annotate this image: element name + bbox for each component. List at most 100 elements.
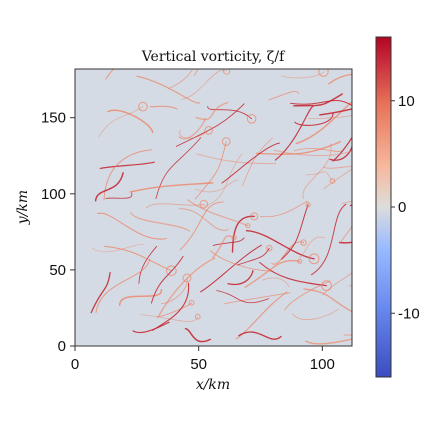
vorticity-filament — [209, 250, 274, 272]
vortex-core — [361, 241, 369, 249]
vorticity-filament — [178, 208, 229, 231]
vorticity-filament — [132, 321, 170, 334]
vorticity-filament — [150, 255, 184, 304]
vorticity-filament — [235, 291, 288, 340]
vorticity-filament — [238, 331, 282, 340]
x-axis-ticks: 0 50 100 — [71, 346, 335, 373]
y-tick-label: 0 — [58, 338, 66, 355]
vorticity-filament — [341, 200, 352, 205]
vorticity-filament — [339, 225, 352, 244]
vorticity-filament — [323, 165, 352, 169]
vorticity-filament — [194, 141, 227, 200]
colorbar-tick-label: -10 — [398, 305, 420, 322]
colorbar-tick-label: 10 — [398, 93, 415, 110]
vorticity-filament — [91, 243, 144, 253]
vorticity-filament — [293, 147, 342, 152]
vorticity-filament — [104, 245, 172, 272]
x-tick-label: 0 — [71, 356, 79, 373]
vorticity-filament — [299, 236, 325, 258]
vorticity-filament — [319, 108, 352, 116]
vortex-core — [199, 199, 209, 209]
vortex-core — [318, 69, 329, 77]
vorticity-filament — [323, 168, 352, 190]
vorticity-filament — [311, 203, 347, 276]
vortex-core — [246, 114, 257, 124]
vorticity-filament — [338, 241, 352, 244]
colorbar — [375, 36, 392, 378]
vorticity-filament — [129, 182, 214, 193]
vortex-core — [300, 239, 307, 246]
colorbar-tick-label: 0 — [398, 199, 406, 216]
vortex-core — [245, 223, 251, 229]
vorticity-filament — [105, 192, 133, 199]
colorbar-ticks: 10 0 -10 — [391, 93, 420, 322]
vortex-core — [353, 105, 358, 110]
vortex-core — [221, 137, 231, 146]
vortex-core — [194, 313, 201, 320]
vorticity-filament — [175, 103, 245, 147]
vorticity-filament — [281, 71, 324, 79]
vorticity-filament — [178, 117, 207, 140]
vorticity-filament — [149, 105, 178, 110]
vorticity-filament — [130, 212, 191, 232]
y-axis-ticks: 0 50 100 150 — [41, 110, 75, 355]
vorticity-filament — [307, 115, 352, 120]
vorticity-filament — [262, 277, 290, 288]
vorticity-filament — [90, 271, 111, 314]
vorticity-filament — [259, 261, 328, 287]
vorticity-filament — [184, 327, 211, 343]
vortex-core — [356, 96, 361, 101]
y-axis-label: y/km — [15, 190, 31, 225]
y-tick-label: 50 — [49, 262, 66, 279]
vortex-core — [182, 273, 192, 283]
vorticity-filament — [244, 259, 301, 288]
vortex-core — [308, 253, 320, 265]
x-tick-label: 50 — [190, 356, 207, 373]
vorticity-filament — [332, 136, 352, 162]
vorticity-filament — [242, 137, 273, 187]
vorticity-filament — [98, 106, 144, 138]
vortex-core — [321, 280, 332, 292]
chart-title: Vertical vorticity, ζ/f — [141, 49, 286, 65]
vorticity-filament — [212, 235, 235, 259]
vorticity-filament — [99, 161, 155, 169]
vorticity-filament — [260, 200, 308, 218]
vorticity-filament — [271, 241, 305, 265]
x-tick-label: 100 — [310, 356, 335, 373]
vortex-core — [357, 162, 367, 172]
vorticity-filament — [97, 212, 167, 240]
vorticity-filament — [305, 338, 352, 345]
vortex-core — [367, 330, 375, 338]
vorticity-filament — [295, 101, 352, 145]
vorticity-filament — [292, 308, 339, 321]
vorticity-filament — [161, 277, 188, 304]
vorticity-filament — [221, 142, 280, 184]
vorticity-filament — [155, 137, 202, 199]
vorticity-filament — [207, 106, 253, 120]
vortex-core — [188, 299, 195, 306]
vorticity-filament — [168, 69, 194, 89]
vorticity-filament — [245, 230, 315, 260]
vortex-core — [223, 69, 231, 75]
vorticity-filament — [94, 172, 124, 202]
vortex-core — [166, 265, 177, 277]
vorticity-filament — [95, 258, 151, 314]
vorticity-filament — [305, 171, 333, 182]
vorticity-filament — [195, 101, 229, 121]
vorticity-filament — [202, 153, 243, 207]
vorticity-filament — [179, 201, 224, 251]
vorticity-filament — [193, 69, 199, 76]
vortex-core — [297, 258, 303, 264]
x-axis-label: x/km — [196, 377, 230, 393]
vorticity-filament — [212, 237, 245, 246]
vorticity-filament — [268, 90, 300, 101]
vortex-core — [138, 101, 148, 112]
vortex-core — [266, 244, 273, 252]
y-tick-label: 100 — [41, 186, 66, 203]
vorticity-filament — [294, 113, 334, 126]
vorticity-filament — [289, 100, 352, 107]
vorticity-filament — [194, 179, 239, 193]
vorticity-filament — [255, 141, 342, 155]
vorticity-filament — [196, 153, 277, 165]
